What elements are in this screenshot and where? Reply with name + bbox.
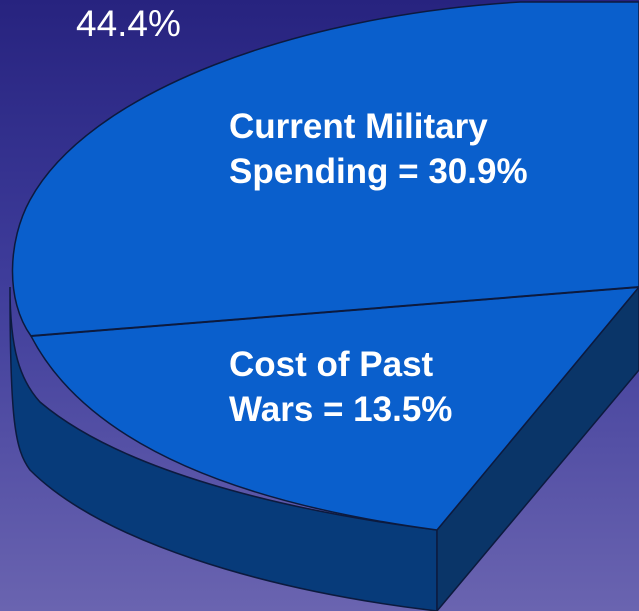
slice-label-past-wars: Cost of Past Wars = 13.5%	[229, 342, 452, 432]
slice-divider-line	[30, 286, 639, 337]
pie-slice-current-military	[11, 1, 639, 337]
slice-label-past-wars-line2: Wars = 13.5%	[229, 390, 453, 429]
pie-slice-past-wars	[29, 286, 639, 531]
slice-label-current-military-line2: Spending = 30.9%	[229, 152, 528, 191]
total-percentage-label: 44.4%	[76, 3, 181, 44]
slice-label-current-military-line1: Current Military	[229, 107, 488, 146]
slice-label-past-wars-line1: Cost of Past	[229, 345, 434, 384]
slice-label-current-military: Current Military Spending = 30.9%	[229, 104, 528, 194]
